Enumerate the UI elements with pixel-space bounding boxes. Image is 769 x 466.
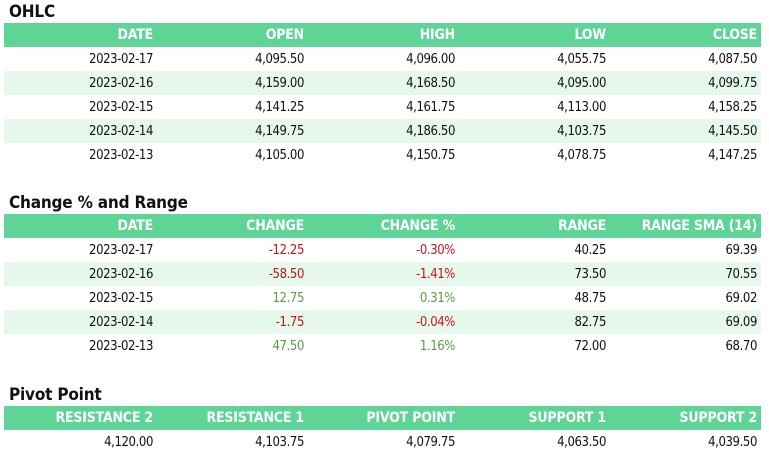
cell-open: 4,095.50	[255, 51, 304, 67]
ohlc-section: OHLC DATE OPEN HIGH LOW CLOSE 2023-02-17…	[4, 1, 761, 167]
table-row: 2023-02-16 4,159.00 4,168.50 4,095.00 4,…	[4, 71, 761, 95]
cell-change: 12.75	[272, 290, 305, 306]
cell-range: 72.00	[574, 338, 607, 354]
pivot-title: Pivot Point	[9, 385, 102, 405]
column-header-range-sma[interactable]: RANGE SMA (14)	[610, 214, 761, 238]
cell-support-1: 4,063.50	[557, 434, 606, 450]
column-header-close[interactable]: CLOSE	[610, 23, 761, 47]
column-header-change-percent[interactable]: CHANGE %	[308, 214, 459, 238]
table-row: 2023-02-13 47.50 1.16% 72.00 68.70	[4, 334, 761, 358]
cell-range-sma: 70.55	[610, 262, 761, 286]
cell-change: 47.50	[272, 338, 305, 354]
cell-range: 73.50	[459, 262, 610, 286]
cell-low: 4,095.00	[459, 71, 610, 95]
cell-close: 4,099.75	[610, 71, 761, 95]
pivot-table: RESISTANCE 2 RESISTANCE 1 PIVOT POINT SU…	[4, 406, 761, 454]
table-row: 2023-02-17 4,095.50 4,096.00 4,055.75 4,…	[4, 47, 761, 71]
table-row: 2023-02-15 12.75 0.31% 48.75 69.02	[4, 286, 761, 310]
cell-date: 2023-02-14	[4, 310, 157, 334]
table-row: 2023-02-13 4,105.00 4,150.75 4,078.75 4,…	[4, 143, 761, 167]
cell-date: 2023-02-15	[89, 290, 153, 306]
column-header-pivot-point[interactable]: PIVOT POINT	[308, 406, 459, 430]
pivot-header-row: RESISTANCE 2 RESISTANCE 1 PIVOT POINT SU…	[4, 406, 761, 430]
change-range-table: DATE CHANGE CHANGE % RANGE RANGE SMA (14…	[4, 214, 761, 358]
cell-high: 4,168.50	[308, 71, 459, 95]
table-row: 2023-02-16 -58.50 -1.41% 73.50 70.55	[4, 262, 761, 286]
cell-change-percent: 0.31%	[419, 290, 456, 306]
ohlc-table: DATE OPEN HIGH LOW CLOSE 2023-02-17 4,09…	[4, 23, 761, 167]
cell-change-percent: -0.04%	[308, 310, 459, 334]
cell-low: 4,055.75	[557, 51, 606, 67]
cell-open: 4,149.75	[157, 119, 308, 143]
table-row: 4,120.00 4,103.75 4,079.75 4,063.50 4,03…	[4, 430, 761, 454]
cell-open: 4,159.00	[157, 71, 308, 95]
cell-low: 4,113.00	[557, 99, 606, 115]
cell-support-2: 4,039.50	[708, 434, 757, 450]
cell-range: 82.75	[459, 310, 610, 334]
cell-date: 2023-02-15	[89, 99, 153, 115]
column-header-support-1[interactable]: SUPPORT 1	[459, 406, 610, 430]
pivot-section: Pivot Point RESISTANCE 2 RESISTANCE 1 PI…	[4, 384, 761, 454]
column-header-support-2[interactable]: SUPPORT 2	[610, 406, 761, 430]
cell-date: 2023-02-16	[4, 262, 157, 286]
cell-date: 2023-02-17	[89, 51, 153, 67]
cell-close: 4,147.25	[708, 147, 757, 163]
change-header-row: DATE CHANGE CHANGE % RANGE RANGE SMA (14…	[4, 214, 761, 238]
cell-range-sma: 69.39	[725, 242, 758, 258]
cell-range-sma: 68.70	[725, 338, 758, 354]
cell-pivot-point: 4,079.75	[406, 434, 455, 450]
column-header-resistance-1[interactable]: RESISTANCE 1	[157, 406, 308, 430]
cell-change-percent: -0.30%	[416, 242, 455, 258]
cell-date: 2023-02-17	[89, 242, 153, 258]
table-row: 2023-02-14 -1.75 -0.04% 82.75 69.09	[4, 310, 761, 334]
column-header-low[interactable]: LOW	[459, 23, 610, 47]
cell-open: 4,141.25	[255, 99, 304, 115]
cell-high: 4,096.00	[406, 51, 455, 67]
cell-date: 2023-02-14	[4, 119, 157, 143]
ohlc-header-row: DATE OPEN HIGH LOW CLOSE	[4, 23, 761, 47]
cell-high: 4,186.50	[308, 119, 459, 143]
cell-high: 4,150.75	[406, 147, 455, 163]
cell-open: 4,105.00	[255, 147, 304, 163]
cell-date: 2023-02-16	[4, 71, 157, 95]
cell-change-percent: 1.16%	[419, 338, 456, 354]
cell-change-percent: -1.41%	[308, 262, 459, 286]
column-header-resistance-2[interactable]: RESISTANCE 2	[4, 406, 157, 430]
column-header-open[interactable]: OPEN	[157, 23, 308, 47]
cell-range-sma: 69.09	[610, 310, 761, 334]
cell-low: 4,103.75	[459, 119, 610, 143]
table-row: 2023-02-15 4,141.25 4,161.75 4,113.00 4,…	[4, 95, 761, 119]
cell-date: 2023-02-13	[89, 147, 153, 163]
cell-change: -1.75	[157, 310, 308, 334]
table-row: 2023-02-17 -12.25 -0.30% 40.25 69.39	[4, 238, 761, 262]
cell-date: 2023-02-13	[89, 338, 153, 354]
cell-close: 4,145.50	[610, 119, 761, 143]
table-row: 2023-02-14 4,149.75 4,186.50 4,103.75 4,…	[4, 119, 761, 143]
column-header-change[interactable]: CHANGE	[157, 214, 308, 238]
cell-high: 4,161.75	[406, 99, 455, 115]
cell-resistance-2: 4,120.00	[104, 434, 153, 450]
cell-range-sma: 69.02	[725, 290, 758, 306]
column-header-range[interactable]: RANGE	[459, 214, 610, 238]
column-header-date[interactable]: DATE	[4, 214, 157, 238]
cell-range: 40.25	[574, 242, 607, 258]
column-header-date[interactable]: DATE	[4, 23, 157, 47]
cell-change: -12.25	[268, 242, 305, 258]
cell-close: 4,087.50	[708, 51, 757, 67]
cell-resistance-1: 4,103.75	[255, 434, 304, 450]
change-range-title: Change % and Range	[9, 193, 188, 213]
cell-change: -58.50	[157, 262, 308, 286]
change-range-section: Change % and Range DATE CHANGE CHANGE % …	[4, 192, 761, 358]
cell-low: 4,078.75	[557, 147, 606, 163]
cell-close: 4,158.25	[708, 99, 757, 115]
ohlc-title: OHLC	[9, 2, 55, 22]
column-header-high[interactable]: HIGH	[308, 23, 459, 47]
cell-range: 48.75	[574, 290, 607, 306]
